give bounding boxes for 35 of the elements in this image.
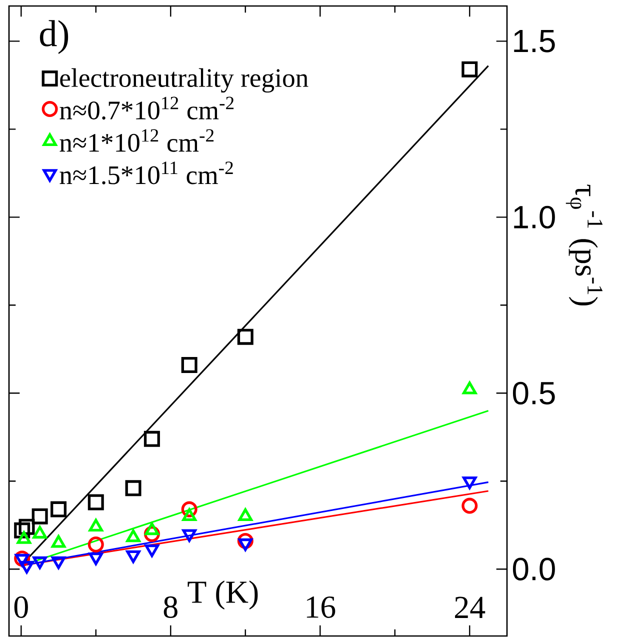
point — [18, 518, 35, 535]
point — [125, 480, 142, 496]
x-tick-label: 8 — [164, 596, 178, 618]
point — [462, 61, 478, 78]
point — [126, 529, 140, 542]
point — [238, 508, 252, 521]
y-tick-label: 0.0 — [512, 558, 555, 580]
point — [88, 518, 103, 532]
point — [88, 536, 104, 552]
point — [51, 535, 66, 548]
x-tick-label: 16 — [306, 596, 336, 618]
point — [237, 328, 254, 345]
x-tick-label: 24 — [455, 596, 486, 618]
point — [144, 522, 160, 536]
point — [182, 508, 196, 521]
point — [462, 498, 478, 514]
annotation: d) — [40, 20, 68, 54]
point — [88, 494, 104, 510]
point — [181, 356, 198, 373]
y-tick-label: 1.5 — [514, 30, 555, 52]
x-axis-title: T (K) — [188, 580, 258, 610]
legend-label: electroneutrality region — [60, 68, 308, 93]
y-axis-title: τ$_{φ}$$^{-1}$ (ps$^{-1}$) — [566, 184, 602, 306]
y-tick-label: 1.0 — [514, 206, 555, 228]
legend-label: n≈1*10$^{12}$ cm$^{-2}$ — [60, 129, 214, 152]
x-tick-label: 0 — [14, 596, 28, 618]
point — [32, 508, 48, 524]
y-tick-label: 0.5 — [512, 382, 555, 404]
legend-label: n≈0.7*10$^{12}$ cm$^{-2}$ — [60, 96, 234, 120]
legend-label: n≈1.5*10$^{11}$ cm$^{-2}$ — [60, 162, 233, 184]
point — [32, 526, 47, 539]
point — [50, 501, 67, 518]
point — [16, 531, 32, 544]
point — [462, 382, 477, 394]
point — [144, 430, 160, 447]
